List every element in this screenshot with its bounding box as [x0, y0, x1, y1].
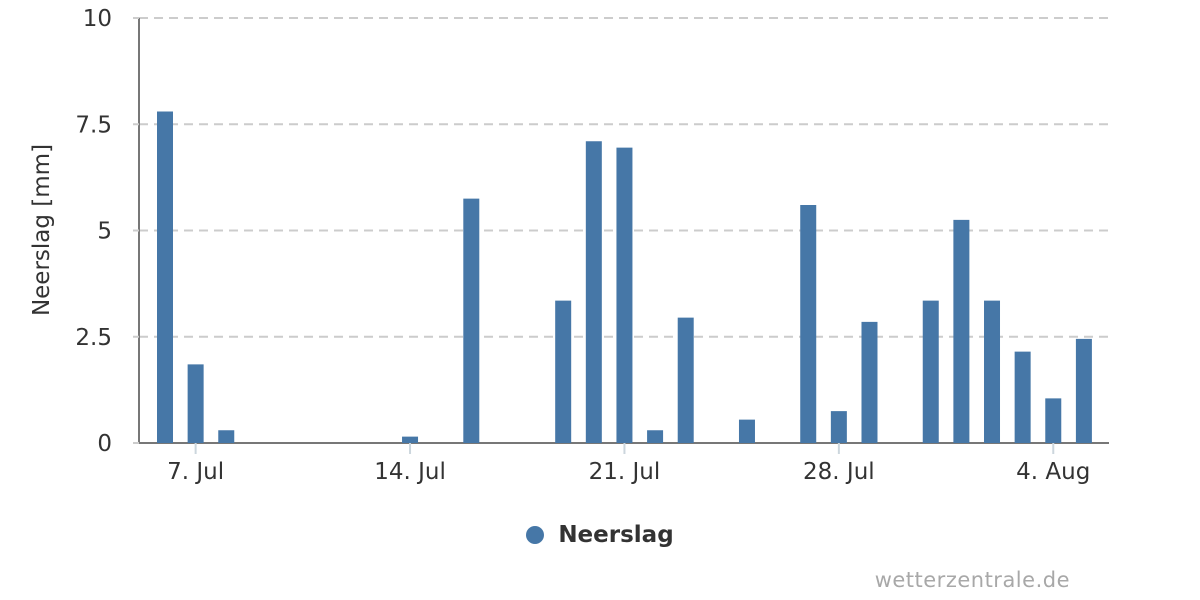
legend[interactable]: Neerslag [0, 522, 1200, 548]
bar-16-jul[interactable] [463, 198, 480, 443]
y-tick-label-0: 0 [97, 431, 112, 457]
x-tick-label-1: 14. Jul [374, 459, 446, 485]
bar-7-jul[interactable] [187, 364, 204, 443]
bar-22-jul[interactable] [647, 430, 664, 443]
x-tick-label-4: 4. Aug [1016, 459, 1090, 485]
y-tick-label-2.5: 2.5 [75, 325, 112, 351]
bar-4-aug[interactable] [1045, 398, 1062, 443]
y-tick-label-10: 10 [83, 6, 112, 32]
bar-31-jul[interactable] [922, 300, 939, 443]
y-tick-label-5: 5 [97, 219, 112, 245]
legend-label: Neerslag [558, 522, 674, 548]
bar-29-jul[interactable] [861, 321, 878, 443]
bar-27-jul[interactable] [800, 205, 817, 443]
y-axis-title: Neerslag [mm] [29, 143, 55, 317]
bar-23-jul[interactable] [677, 317, 694, 443]
bar-19-jul[interactable] [555, 300, 572, 443]
bar-1-aug[interactable] [953, 219, 970, 443]
bar-20-jul[interactable] [585, 141, 602, 443]
y-tick-label-7.5: 7.5 [75, 112, 112, 138]
x-tick-label-0: 7. Jul [167, 459, 224, 485]
watermark: wetterzentrale.de [874, 568, 1070, 592]
x-tick-label-2: 21. Jul [589, 459, 661, 485]
bar-3-aug[interactable] [1014, 351, 1031, 443]
bar-21-jul[interactable] [616, 147, 633, 443]
bar-14-jul[interactable] [402, 436, 419, 443]
bar-8-jul[interactable] [218, 430, 235, 443]
bar-2-aug[interactable] [984, 300, 1001, 443]
bar-25-jul[interactable] [738, 419, 755, 443]
x-tick-label-3: 28. Jul [803, 459, 875, 485]
bar-5-aug[interactable] [1075, 338, 1092, 443]
legend-marker-icon [526, 526, 545, 544]
bar-6-jul[interactable] [157, 111, 173, 444]
bar-28-jul[interactable] [830, 411, 847, 443]
